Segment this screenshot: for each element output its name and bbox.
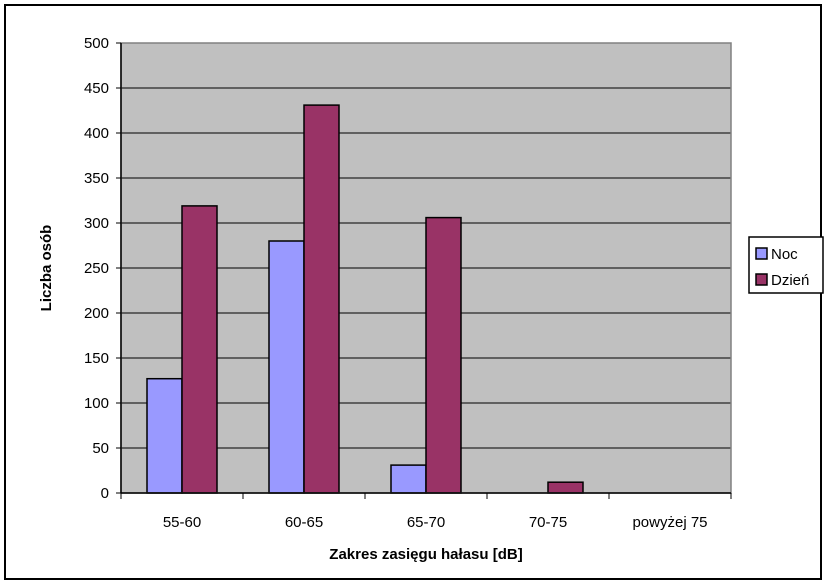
y-tick-label: 200 — [84, 305, 109, 322]
legend: Noc Dzień — [748, 236, 824, 294]
legend-swatch-noc — [755, 247, 768, 260]
bar-noc-6065 — [268, 240, 305, 494]
y-tick-label: 50 — [92, 440, 109, 457]
bar-noc-5560 — [146, 377, 183, 494]
legend-label: Noc — [771, 246, 798, 263]
x-tick-label: 65-70 — [407, 514, 445, 531]
legend-label: Dzień — [771, 272, 809, 289]
bar-dzie-7075 — [547, 481, 584, 494]
legend-swatch-dzie — [755, 273, 768, 286]
bar-dzie-5560 — [181, 205, 218, 494]
y-tick-label: 0 — [101, 485, 109, 502]
y-tick-label: 300 — [84, 215, 109, 232]
y-tick-label: 500 — [84, 35, 109, 52]
y-axis-ticks: 0 50 100 150 200 250 300 350 400 450 500 — [84, 35, 121, 502]
bar-noc-6570 — [390, 464, 427, 494]
y-tick-label: 250 — [84, 260, 109, 277]
x-tick-label: 70-75 — [529, 514, 567, 531]
bar-dzie-6570 — [425, 216, 462, 494]
x-tick-label: powyżej 75 — [632, 514, 707, 531]
x-tick-label: 60-65 — [285, 514, 323, 531]
x-tick-label: 55-60 — [163, 514, 201, 531]
y-tick-label: 150 — [84, 350, 109, 367]
y-tick-label: 450 — [84, 80, 109, 97]
y-tick-label: 400 — [84, 125, 109, 142]
y-tick-label: 350 — [84, 170, 109, 187]
bars — [146, 104, 584, 494]
x-axis-ticks: 55-60 60-65 65-70 70-75 powyżej 75 — [120, 493, 732, 531]
y-axis-title: Liczba osób — [38, 225, 55, 312]
x-axis-title: Zakres zasięgu hałasu [dB] — [329, 546, 522, 563]
y-tick-label: 100 — [84, 395, 109, 412]
bar-dzie-6065 — [303, 104, 340, 494]
